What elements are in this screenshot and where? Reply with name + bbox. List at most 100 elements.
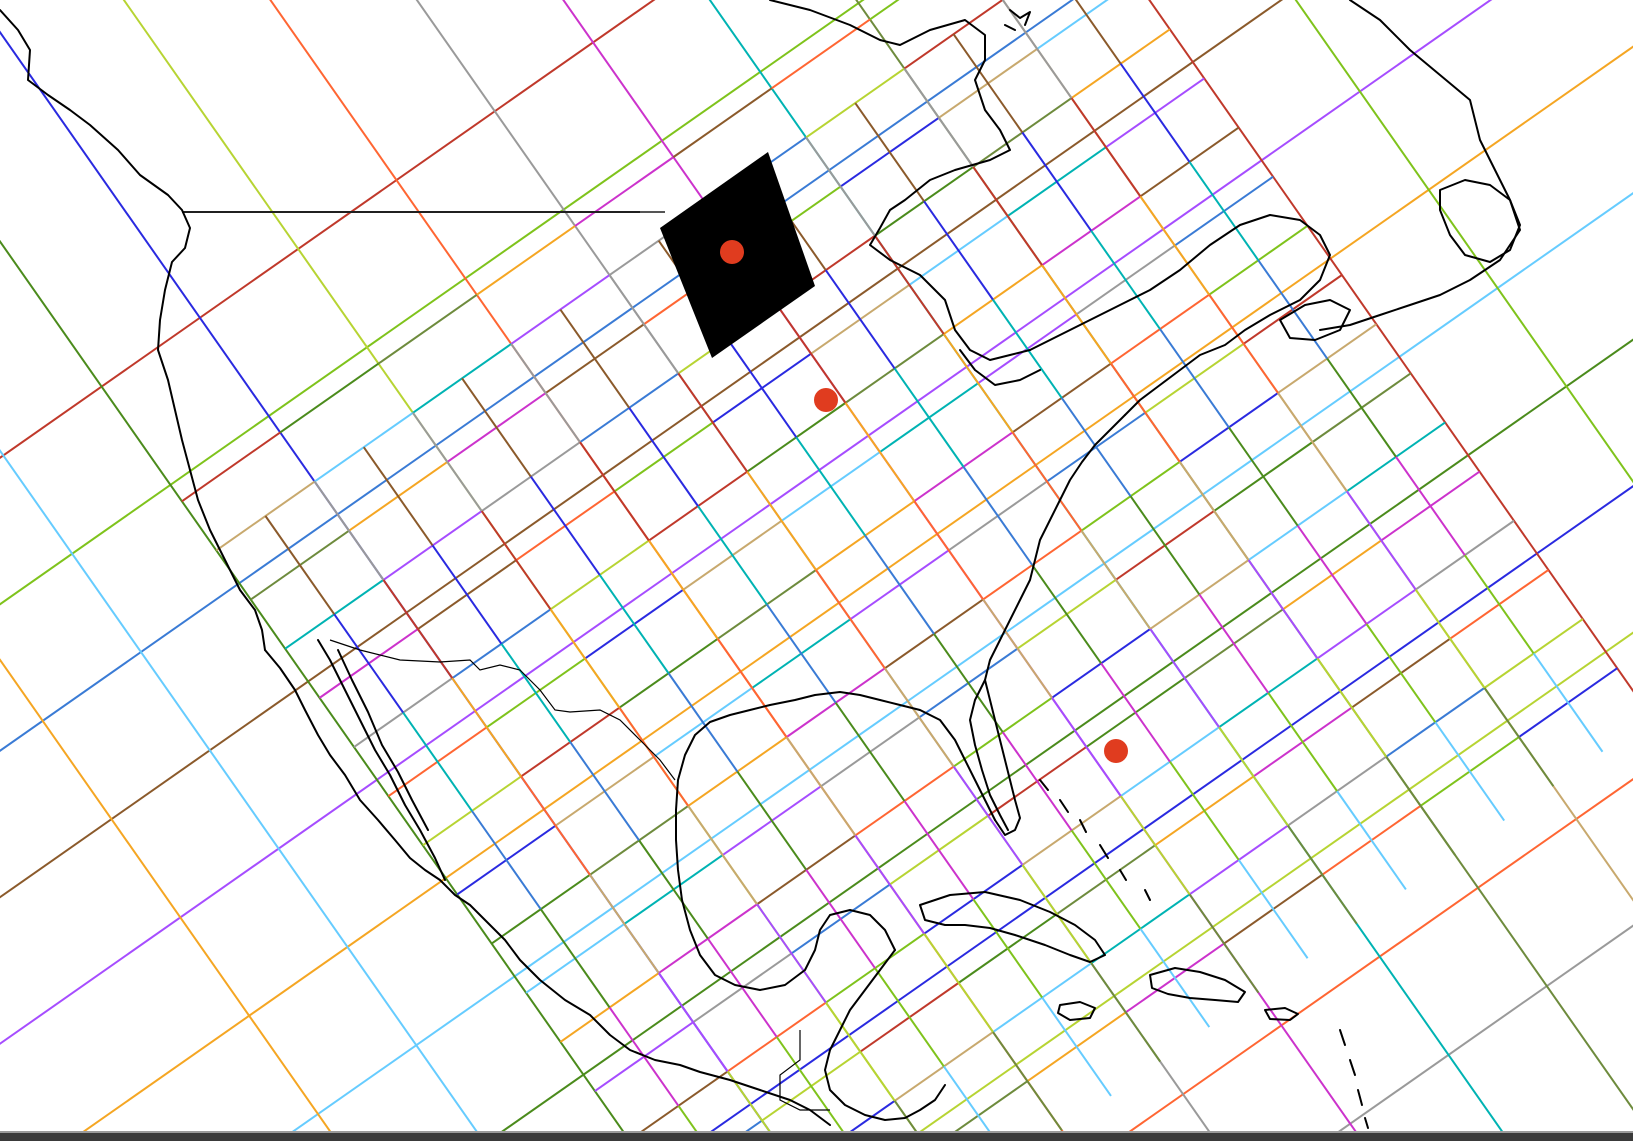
grid-line-cross-0 <box>0 658 339 1141</box>
grid-line-subcross-57 <box>677 372 748 473</box>
grid-line-subcross-78 <box>1119 795 1191 895</box>
grid-line-sub-5 <box>672 87 773 158</box>
grid-line-subcross-69 <box>1001 731 1073 832</box>
grid-line-subcross-44 <box>785 736 857 836</box>
grid-line-subcross-127 <box>1483 687 1555 787</box>
grid-line-subcross-39 <box>943 1065 998 1141</box>
grid-line-subcross-49 <box>628 407 699 507</box>
grid-line-subcross-51 <box>766 603 837 704</box>
grid-line-subcross-36 <box>736 770 808 871</box>
grid-line-subcross-52 <box>834 702 906 802</box>
grid-line-subcross-43 <box>716 638 788 738</box>
grid-line-subcross-112 <box>952 33 1024 134</box>
grid-line-subcross-54 <box>972 898 1043 999</box>
grid-line-subcross-47 <box>992 1031 1063 1131</box>
grid-line-subcross-30 <box>825 1001 896 1102</box>
grid-line-subcross-125 <box>1346 490 1417 591</box>
grid-line-subcross-50 <box>697 505 768 605</box>
grid-line-subcross-101 <box>1198 593 1270 694</box>
grid-line-subcross-106 <box>1041 264 1112 365</box>
coastline-west <box>264 649 831 1126</box>
grid-line-subcross-3 <box>471 810 542 910</box>
grid-line-subcross-4 <box>539 908 611 1009</box>
grid-line-subcross-126 <box>1414 589 1486 689</box>
grid-line-subcross-41 <box>579 441 650 542</box>
grid-line-subcross-12 <box>589 874 660 974</box>
grid-line-sub-1 <box>279 362 380 434</box>
grid-line-subcross-81 <box>824 269 896 370</box>
grid-line-subcross-24 <box>412 412 483 512</box>
grid-line-subcross-62 <box>1021 864 1093 964</box>
country-borders <box>182 211 830 1111</box>
coastline-hudson-bay <box>769 0 1031 361</box>
grid-line-subcross-90 <box>942 333 1014 433</box>
grid-line-sub-4 <box>574 156 674 227</box>
grid-line-subcross-14 <box>726 1070 778 1141</box>
grid-line-subcross-91 <box>1011 431 1083 532</box>
grid-line-subcross-85 <box>1100 662 1171 763</box>
coastline-james-bay <box>959 349 1041 386</box>
grid-line-subcross-17 <box>431 544 503 645</box>
grid-line-subcross-110 <box>1316 657 1388 758</box>
grid-line-subcross-100 <box>1129 495 1201 596</box>
grid-line-subcross-48 <box>559 308 631 409</box>
grid-line-subcross-58 <box>746 471 817 571</box>
coastline <box>0 0 1521 1129</box>
grid-line-subcross-66 <box>795 436 866 537</box>
markers <box>720 240 1128 763</box>
coastline-florida <box>969 679 1009 831</box>
grid-line-subcross-133 <box>1395 456 1466 556</box>
grid-line-subcross-107 <box>1110 362 1181 463</box>
grid-line-cross-1 <box>0 448 485 1141</box>
grid-line-subcross-86 <box>1169 761 1240 861</box>
grid-line-subcross-65 <box>726 338 798 438</box>
grid-line-subcross-104 <box>903 68 975 168</box>
grid-line-subcross-82 <box>893 367 965 468</box>
grid-line-subcross-130 <box>1188 161 1260 261</box>
grid-line-subcross-88 <box>805 136 876 237</box>
grid-line-cross-12 <box>1294 0 1633 484</box>
grid-line-subcross-111 <box>1385 756 1456 856</box>
grid-line-subcross-8 <box>313 481 385 581</box>
grid-line-subcross-6 <box>677 1105 705 1141</box>
coastline-hispaniola <box>1149 967 1246 1003</box>
coastline-nova-scotia <box>1279 299 1351 341</box>
grid-line-subcross-13 <box>657 972 729 1072</box>
grid-line-subcross-55 <box>1041 997 1112 1097</box>
grid-line-subcross-67 <box>864 535 935 635</box>
grid-line-subcross-132 <box>1326 357 1397 458</box>
grid-line-subcross-92 <box>1080 530 1152 630</box>
grid-line-subcross-61 <box>952 766 1024 866</box>
marker-selected-tile[interactable] <box>720 240 744 264</box>
grid-line-subcross-11 <box>520 775 591 876</box>
grid-line-subcross-87 <box>1237 859 1309 959</box>
border-us-mexico <box>329 639 676 781</box>
grid-line-subcross-135 <box>1532 652 1604 753</box>
grid-line-subcross-16 <box>362 446 434 547</box>
grid-line-subcross-94 <box>1218 726 1289 827</box>
grid-line-sub-0 <box>181 431 281 503</box>
grid-line-subcross-34 <box>598 574 670 674</box>
grid-line-subcross-102 <box>1267 692 1338 792</box>
marker-central-plains[interactable] <box>814 388 838 412</box>
grid-line-subcross-95 <box>1287 824 1358 925</box>
marker-atlantic[interactable] <box>1104 739 1128 763</box>
border-central-america <box>779 1030 830 1111</box>
grid-line-subcross-56 <box>608 274 680 374</box>
grid-line-subcross-99 <box>1060 397 1132 497</box>
grid-line-subcross-121 <box>1070 97 1142 197</box>
grid-line-subcross-79 <box>1188 893 1260 994</box>
grid-line-subcross-35 <box>667 672 739 773</box>
coastline-puerto-rico <box>1264 1007 1299 1021</box>
grid-line-subcross-124 <box>1277 392 1348 492</box>
coastline-baja <box>317 639 446 881</box>
grid-line-subcross-25 <box>480 510 552 610</box>
grid-line-subcross-122 <box>1139 195 1211 296</box>
grid-line-subcross-1 <box>333 613 404 714</box>
grid-line-subcross-71 <box>1139 928 1211 1028</box>
grid-line-subcross-134 <box>1464 554 1535 655</box>
grid-line-subcross-131 <box>1257 259 1328 360</box>
grid-line-subcross-53 <box>903 800 975 900</box>
grid-line-sub-2 <box>377 293 478 365</box>
